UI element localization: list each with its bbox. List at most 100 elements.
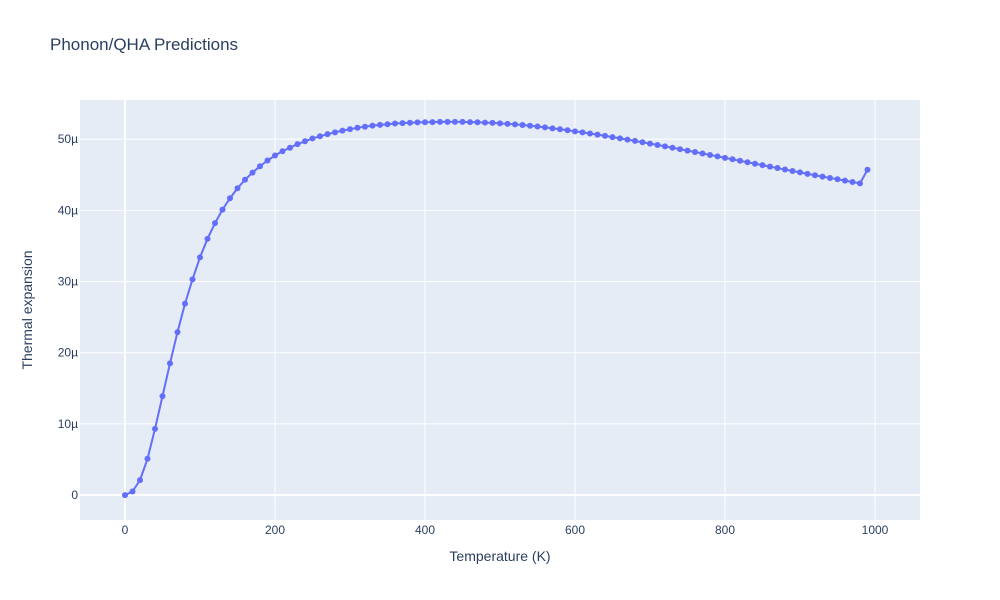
data-point — [819, 173, 826, 180]
y-tick-label: 50µ — [58, 132, 78, 146]
data-point — [752, 160, 758, 167]
data-point — [137, 477, 143, 484]
data-point — [827, 174, 833, 181]
data-point — [722, 154, 728, 161]
y-tick-label: 30µ — [58, 275, 78, 289]
data-point — [189, 276, 196, 283]
data-point — [744, 159, 751, 166]
y-tick-label: 10µ — [58, 417, 78, 431]
data-point — [729, 156, 736, 163]
data-point — [249, 169, 256, 176]
data-point — [639, 139, 646, 146]
data-point — [587, 130, 593, 137]
x-tick-labels: 0 200 400 600 800 1000 — [122, 523, 889, 537]
x-tick-label: 0 — [122, 523, 129, 537]
data-point — [159, 393, 166, 400]
data-point — [152, 425, 158, 432]
data-point — [362, 123, 368, 130]
data-point — [677, 146, 683, 153]
data-point — [227, 195, 233, 202]
chart-title: Phonon/QHA Predictions — [50, 35, 238, 54]
data-point — [564, 127, 571, 134]
series-line — [124, 120, 869, 496]
data-point — [339, 127, 346, 134]
series-layer — [122, 118, 871, 499]
data-point — [684, 147, 691, 154]
data-point — [257, 163, 263, 170]
data-point — [182, 300, 188, 307]
data-point — [444, 118, 451, 125]
data-point — [617, 135, 623, 142]
data-point — [692, 149, 698, 156]
data-point — [242, 176, 248, 183]
data-point — [287, 144, 293, 151]
data-point — [407, 119, 413, 126]
data-point — [647, 140, 653, 147]
data-point — [497, 120, 503, 127]
data-point — [782, 166, 788, 173]
data-point — [474, 119, 481, 126]
data-point — [857, 180, 863, 187]
data-point — [789, 167, 796, 174]
data-point — [354, 124, 361, 131]
data-point — [174, 329, 181, 336]
data-point — [279, 148, 286, 155]
data-point — [399, 120, 406, 127]
y-tick-label: 40µ — [58, 203, 78, 217]
x-tick-label: 800 — [715, 523, 735, 537]
data-point — [579, 129, 586, 136]
data-point — [309, 135, 316, 142]
data-point — [519, 122, 526, 129]
data-point — [849, 179, 856, 186]
y-tick-labels: 0 10µ 20µ 30µ 40µ 50µ — [58, 132, 79, 502]
data-point — [452, 118, 458, 125]
data-point — [129, 488, 136, 495]
data-point — [812, 172, 818, 179]
data-point — [797, 169, 803, 176]
data-point — [624, 136, 631, 143]
data-point — [654, 141, 661, 148]
data-point — [699, 150, 706, 157]
data-point — [804, 170, 811, 177]
data-point — [122, 492, 128, 499]
x-tick-label: 400 — [415, 523, 435, 537]
data-point — [489, 119, 496, 126]
data-point — [602, 132, 608, 139]
data-point — [714, 153, 721, 160]
data-point — [234, 185, 241, 192]
data-point — [549, 125, 556, 132]
data-point — [767, 163, 773, 170]
data-point — [264, 157, 271, 164]
data-point — [632, 137, 638, 144]
data-point — [594, 131, 601, 138]
data-point — [759, 162, 766, 169]
data-point — [609, 134, 616, 141]
y-tick-label: 20µ — [58, 346, 78, 360]
data-point — [669, 144, 676, 151]
x-axis-label: Temperature (K) — [449, 548, 550, 564]
data-point — [384, 121, 391, 128]
data-point — [272, 152, 278, 159]
data-point — [212, 220, 218, 227]
data-point — [347, 126, 353, 133]
y-axis-label: Thermal expansion — [19, 250, 35, 369]
data-point — [219, 206, 226, 213]
data-point — [369, 122, 376, 129]
data-point — [842, 177, 848, 184]
x-tick-label: 600 — [565, 523, 585, 537]
data-point — [572, 128, 578, 135]
data-point — [834, 176, 841, 183]
data-point — [167, 360, 173, 367]
data-point — [707, 151, 713, 158]
data-point — [324, 131, 331, 138]
data-point — [144, 455, 151, 462]
data-point — [392, 120, 398, 127]
data-point — [204, 235, 211, 242]
data-point — [527, 122, 533, 129]
data-point — [294, 141, 301, 148]
data-point — [467, 119, 473, 126]
data-point — [737, 157, 743, 164]
data-point — [459, 118, 466, 125]
data-point — [774, 165, 781, 172]
x-tick-label: 1000 — [862, 523, 889, 537]
